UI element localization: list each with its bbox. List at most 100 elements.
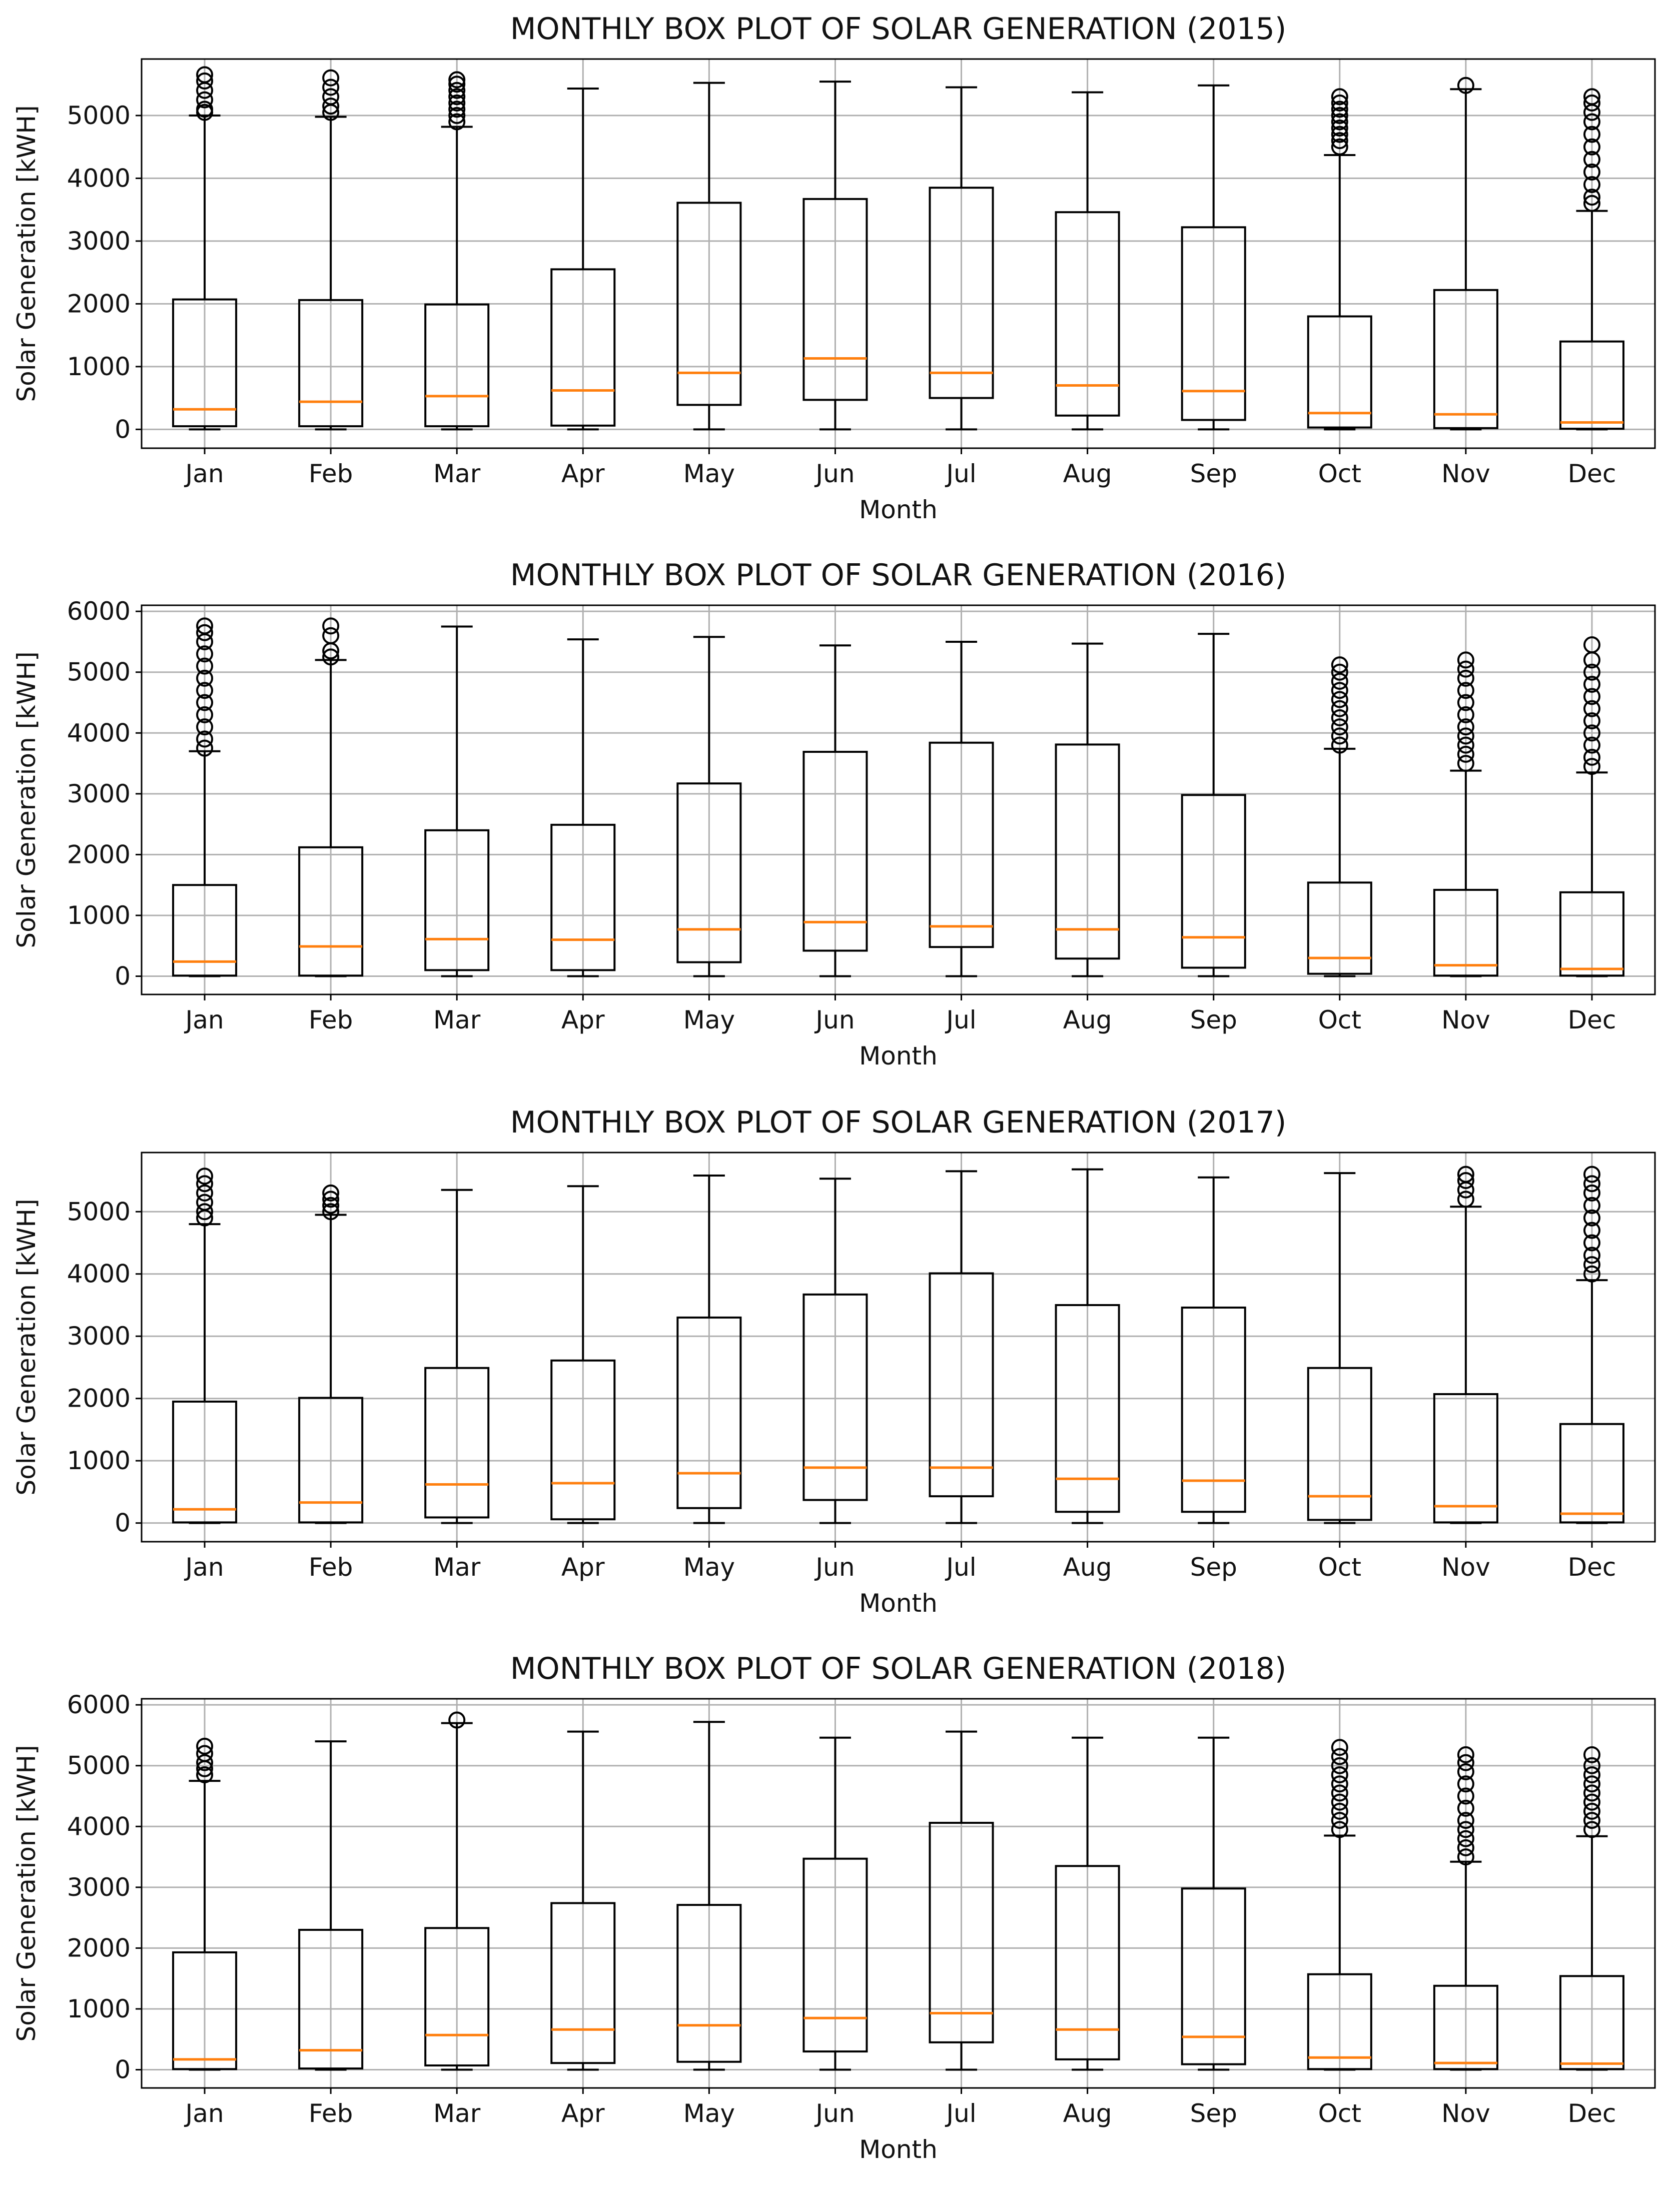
outlier-point [1583,1766,1600,1783]
iqr-box [1181,226,1246,421]
outlier-point [196,730,214,748]
iqr-box [802,198,868,401]
outlier-point [1583,1184,1600,1202]
outlier-point [196,101,214,118]
box-dec [1559,88,1624,431]
x-tick-label: Dec [1568,1553,1616,1582]
box-jun [802,1736,868,2071]
outlier-point [1457,660,1474,678]
box-oct [1307,1172,1372,1524]
outlier-point [1583,1757,1600,1774]
outlier-point [1457,1787,1474,1805]
iqr-box [1055,211,1120,417]
outlier-point [1331,1793,1348,1811]
outlier-point [1457,1166,1474,1183]
box-sep [1181,84,1246,431]
iqr-box [172,298,238,428]
y-tick-label: 1000 [67,901,131,930]
outlier-point [1331,1821,1348,1838]
outlier-point [448,82,466,99]
y-tick-label: 2000 [67,289,131,318]
box-apr [550,638,616,977]
iqr-box [1433,289,1498,429]
iqr-box [550,1902,616,2064]
box-jan [172,617,238,977]
outlier-point [1331,1739,1348,1756]
box-jan [172,1737,238,2071]
iqr-box [550,823,616,971]
outlier-point [196,669,214,687]
outlier-point [1457,718,1474,736]
iqr-box [550,1359,616,1521]
iqr-box [424,1927,490,2067]
outlier-point [1583,176,1600,193]
outlier-point [1583,1775,1600,1793]
iqr-box [929,1821,994,2043]
outlier-point [1331,700,1348,717]
x-tick-label: Nov [1441,1005,1490,1034]
iqr-box [298,1397,364,1524]
iqr-box [1307,315,1372,429]
y-tick-label: 3000 [67,1322,131,1351]
outlier-point [1331,1802,1348,1820]
iqr-box [298,846,364,977]
x-axis-label: Month [859,2135,938,2164]
outlier-point [1583,676,1600,693]
x-tick-label: Aug [1063,459,1112,488]
box-mar [424,1711,490,2071]
iqr-box [1055,1865,1120,2060]
x-tick-label: Nov [1441,1553,1490,1582]
x-tick-label: Nov [1441,2099,1490,2128]
iqr-box [929,741,994,948]
panel-2017: MONTHLY BOX PLOT OF SOLAR GENERATION (20… [0,1094,1680,1639]
box-nov [1433,77,1498,431]
x-tick-label: Sep [1190,1553,1237,1582]
boxplot-2016: MONTHLY BOX PLOT OF SOLAR GENERATION (20… [12,558,1656,1070]
boxplot-2018: MONTHLY BOX PLOT OF SOLAR GENERATION (20… [12,1651,1656,2164]
iqr-box [172,884,238,977]
outlier-point [1583,688,1600,705]
outlier-point [322,88,340,106]
iqr-box [550,268,616,427]
box-aug [1055,91,1120,431]
outlier-point [1457,1191,1474,1208]
iqr-box [1559,340,1624,430]
box-jun [802,1178,868,1524]
outlier-point [322,1203,340,1221]
outlier-point [322,98,340,115]
outlier-point [448,1711,466,1729]
outlier-point [1331,672,1348,690]
outlier-point [448,94,466,112]
x-axis-label: Month [859,1041,938,1070]
x-tick-label: Oct [1318,1553,1361,1582]
iqr-box [1559,1423,1624,1524]
outlier-point [196,1194,214,1211]
outlier-point [1583,195,1600,212]
box-jan [172,1168,238,1524]
iqr-box [298,299,364,428]
box-may [676,1175,742,1524]
outlier-point [1583,1209,1600,1227]
outlier-point [1457,727,1474,745]
outlier-point [1457,651,1474,669]
x-tick-label: Jan [184,2099,224,2128]
y-tick-label: 1000 [67,352,131,381]
outlier-point [1331,682,1348,699]
box-feb [298,1184,364,1524]
x-tick-label: Apr [561,1005,605,1034]
outlier-point [1457,77,1474,94]
outlier-point [1331,709,1348,726]
box-mar [424,1189,490,1524]
outlier-point [322,627,340,644]
outlier-point [1457,1754,1474,1771]
x-tick-label: Mar [433,2099,481,2128]
outlier-point [448,113,466,131]
x-tick-label: Jun [814,1005,855,1034]
outlier-point [1331,94,1348,112]
outlier-point [196,682,214,699]
y-tick-label: 5000 [67,1197,131,1226]
iqr-box [802,1293,868,1501]
outlier-point [322,69,340,87]
panel-2015: MONTHLY BOX PLOT OF SOLAR GENERATION (20… [0,0,1680,545]
